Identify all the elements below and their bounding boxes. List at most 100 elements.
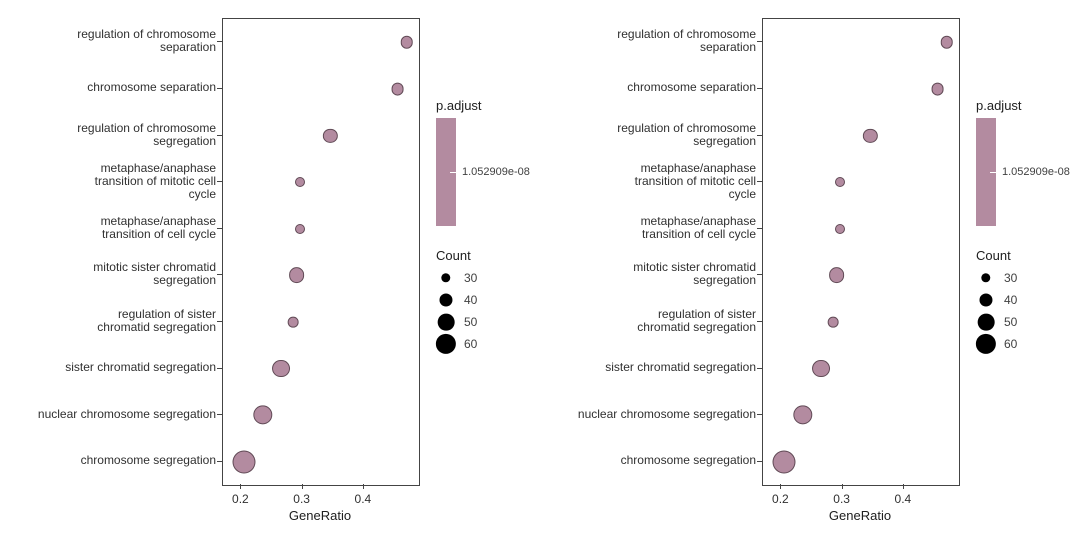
x-axis-label: GeneRatio <box>289 508 351 523</box>
y-tick <box>757 88 762 89</box>
plot-area <box>222 18 420 486</box>
y-axis-labels: regulation of chromosomeseparation chromo… <box>540 18 756 484</box>
y-category-label: regulation of chromosomeseparation <box>0 28 216 54</box>
colorbar-tick <box>450 172 456 173</box>
count-legend-title: Count <box>436 248 471 263</box>
x-tick-label: 0.4 <box>355 492 372 506</box>
y-tick <box>757 228 762 229</box>
dot-point <box>391 82 404 95</box>
y-tick <box>217 181 222 182</box>
dot-point <box>931 82 944 95</box>
count-legend-label: 40 <box>1004 293 1017 307</box>
count-legend-circle <box>979 293 992 306</box>
count-legend-label: 50 <box>1004 315 1017 329</box>
dot-point <box>773 450 796 473</box>
y-category-label: regulation of chromosomesegregation <box>540 122 756 148</box>
y-tick <box>217 461 222 462</box>
dot-point <box>295 177 305 187</box>
y-category-label: metaphase/anaphasetransition of mitotic … <box>0 162 216 201</box>
y-tick <box>217 228 222 229</box>
padjust-legend-title: p.adjust <box>436 98 482 113</box>
dot-point <box>835 224 845 234</box>
count-legend-circle <box>438 314 455 331</box>
x-tick-label: 0.3 <box>293 492 310 506</box>
dot-point <box>793 405 812 424</box>
count-legend-circle <box>439 293 452 306</box>
x-tick <box>302 484 303 489</box>
padjust-legend-title: p.adjust <box>976 98 1022 113</box>
dotplot-panel-1: regulation of chromosomeseparation chromo… <box>0 0 540 533</box>
count-legend-circle <box>976 334 996 354</box>
y-tick <box>757 368 762 369</box>
y-category-label: metaphase/anaphasetransition of mitotic … <box>540 162 756 201</box>
colorbar-tick <box>990 172 996 173</box>
figure-root: regulation of chromosomeseparation chromo… <box>0 0 1080 533</box>
y-tick <box>757 461 762 462</box>
y-category-label: chromosome segregation <box>0 454 216 467</box>
y-tick <box>217 88 222 89</box>
y-category-label: mitotic sister chromatidsegregation <box>0 261 216 287</box>
colorbar-tick-label: 1.052909e-08 <box>462 166 530 178</box>
x-tick <box>780 484 781 489</box>
dot-point <box>288 317 299 328</box>
dot-point <box>835 177 845 187</box>
dot-point <box>828 317 839 328</box>
dot-point <box>272 360 290 378</box>
y-tick <box>757 181 762 182</box>
count-legend-label: 60 <box>1004 337 1017 351</box>
count-legend-circle <box>441 273 450 282</box>
y-tick <box>217 321 222 322</box>
dot-point <box>323 128 337 142</box>
x-tick <box>363 484 364 489</box>
dot-point <box>863 128 877 142</box>
count-legend-title: Count <box>976 248 1011 263</box>
y-tick <box>757 135 762 136</box>
y-tick <box>757 414 762 415</box>
y-tick <box>217 41 222 42</box>
dot-point <box>400 36 413 49</box>
count-legend-label: 30 <box>1004 271 1017 285</box>
y-category-label: nuclear chromosome segregation <box>0 408 216 421</box>
y-category-label: regulation of sisterchromatid segregatio… <box>540 308 756 334</box>
y-category-label: chromosome segregation <box>540 454 756 467</box>
y-tick <box>757 321 762 322</box>
y-category-label: regulation of chromosomesegregation <box>0 122 216 148</box>
count-legend-label: 60 <box>464 337 477 351</box>
y-axis-labels: regulation of chromosomeseparation chromo… <box>0 18 216 484</box>
dot-point <box>940 36 953 49</box>
x-tick-label: 0.4 <box>895 492 912 506</box>
dot-point <box>233 450 256 473</box>
dot-point <box>253 405 272 424</box>
x-tick-label: 0.3 <box>833 492 850 506</box>
x-tick <box>903 484 904 489</box>
count-legend-circle <box>978 314 995 331</box>
count-legend-circle <box>436 334 456 354</box>
y-tick <box>757 41 762 42</box>
colorbar-tick-label: 1.052909e-08 <box>1002 166 1070 178</box>
y-category-label: chromosome separation <box>0 81 216 94</box>
y-category-label: chromosome separation <box>540 81 756 94</box>
y-category-label: sister chromatid segregation <box>540 361 756 374</box>
x-tick <box>842 484 843 489</box>
y-category-label: metaphase/anaphasetransition of cell cyc… <box>540 215 756 241</box>
y-tick <box>217 414 222 415</box>
y-category-label: regulation of sisterchromatid segregatio… <box>0 308 216 334</box>
y-category-label: regulation of chromosomeseparation <box>540 28 756 54</box>
dot-point <box>295 224 305 234</box>
count-legend-label: 40 <box>464 293 477 307</box>
y-category-label: sister chromatid segregation <box>0 361 216 374</box>
count-legend-circle <box>981 273 990 282</box>
count-legend-label: 30 <box>464 271 477 285</box>
dot-point <box>812 360 830 378</box>
dot-point <box>289 267 305 283</box>
x-tick-label: 0.2 <box>772 492 789 506</box>
x-tick-label: 0.2 <box>232 492 249 506</box>
dotplot-panel-2: regulation of chromosomeseparation chromo… <box>540 0 1080 533</box>
y-category-label: nuclear chromosome segregation <box>540 408 756 421</box>
y-tick <box>217 274 222 275</box>
y-tick <box>757 274 762 275</box>
y-tick <box>217 135 222 136</box>
count-legend-label: 50 <box>464 315 477 329</box>
y-category-label: mitotic sister chromatidsegregation <box>540 261 756 287</box>
x-tick <box>240 484 241 489</box>
